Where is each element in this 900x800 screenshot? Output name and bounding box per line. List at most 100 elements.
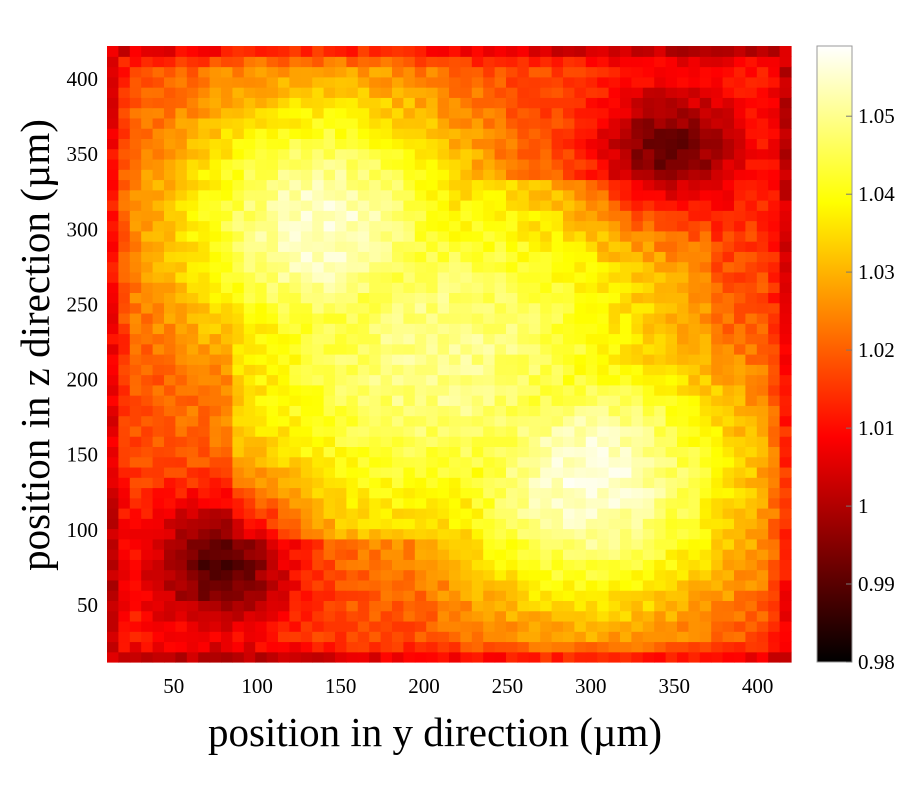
heatmap-cell — [597, 179, 610, 191]
heatmap-cell — [232, 354, 245, 365]
heatmap-cell — [540, 312, 553, 324]
heatmap-cell — [528, 590, 541, 601]
heatmap-cell — [278, 251, 290, 263]
heatmap-cell — [426, 477, 439, 489]
heatmap-cell — [699, 241, 712, 252]
heatmap-cell — [620, 477, 632, 489]
heatmap-cell — [563, 148, 575, 160]
heatmap-cell — [768, 436, 781, 447]
heatmap-cell — [129, 508, 142, 519]
heatmap-cell — [597, 405, 610, 417]
heatmap-cell — [506, 169, 518, 181]
heatmap-cell — [745, 364, 758, 376]
heatmap-cell — [369, 590, 382, 601]
heatmap-cell — [756, 415, 769, 427]
heatmap-cell — [768, 528, 781, 540]
heatmap-cell — [620, 631, 632, 643]
heatmap-cell — [551, 579, 564, 591]
heatmap-cell — [426, 651, 439, 663]
heatmap-cell — [323, 569, 336, 581]
heatmap-cell — [483, 200, 496, 211]
heatmap-cell — [164, 333, 176, 345]
heatmap-cell — [677, 559, 689, 571]
heatmap-cell — [506, 189, 518, 201]
heatmap-cell — [175, 374, 188, 386]
heatmap-cell — [506, 374, 518, 386]
heatmap-cell — [540, 128, 553, 139]
heatmap-cell — [734, 271, 746, 283]
heatmap-cell — [654, 518, 667, 530]
heatmap-cell — [574, 466, 587, 478]
heatmap-cell — [563, 528, 575, 540]
heatmap-cell — [483, 466, 496, 478]
heatmap-cell — [574, 107, 587, 119]
heatmap-cell — [278, 261, 290, 273]
heatmap-cell — [426, 302, 439, 314]
heatmap-cell — [585, 107, 598, 119]
heatmap-cell — [186, 158, 199, 170]
heatmap-cell — [198, 148, 211, 160]
heatmap-cell — [312, 364, 325, 376]
heatmap-cell — [517, 241, 530, 252]
heatmap-cell — [209, 251, 222, 263]
heatmap-cell — [540, 620, 553, 632]
heatmap-cell — [449, 466, 461, 478]
heatmap-cell — [243, 590, 256, 601]
heatmap-cell — [346, 189, 359, 201]
heatmap-cell — [198, 292, 211, 304]
heatmap-cell — [232, 117, 245, 129]
heatmap-cell — [221, 323, 233, 335]
heatmap-cell — [289, 97, 302, 109]
heatmap-cell — [300, 405, 313, 417]
heatmap-cell — [175, 405, 188, 417]
heatmap-cell — [711, 189, 724, 201]
heatmap-cell — [585, 292, 598, 304]
heatmap-cell — [517, 189, 530, 201]
heatmap-cell — [722, 374, 735, 386]
heatmap-cell — [392, 508, 404, 519]
heatmap-cell — [711, 384, 724, 396]
heatmap-cell — [335, 641, 347, 653]
heatmap-cell — [346, 97, 359, 109]
heatmap-cell — [403, 87, 416, 98]
heatmap-cell — [141, 518, 154, 530]
x-tick-label: 200 — [408, 674, 440, 698]
heatmap-cell — [699, 436, 712, 447]
heatmap-cell — [278, 528, 290, 540]
heatmap-cell — [597, 271, 610, 283]
heatmap-cell — [186, 466, 199, 478]
heatmap-cell — [449, 241, 461, 252]
heatmap-cell — [449, 600, 461, 612]
heatmap-cell — [483, 179, 496, 191]
heatmap-cell — [232, 128, 245, 139]
heatmap-cell — [688, 446, 701, 458]
heatmap-cell — [414, 487, 427, 499]
heatmap-cell — [107, 46, 119, 57]
heatmap-cell — [483, 292, 496, 304]
heatmap-cell — [506, 436, 518, 447]
heatmap-cell — [141, 200, 154, 211]
heatmap-cell — [597, 600, 610, 612]
heatmap-cell — [699, 343, 712, 355]
heatmap-cell — [620, 292, 632, 304]
heatmap-cell — [574, 549, 587, 560]
heatmap-cell — [289, 631, 302, 643]
heatmap-cell — [494, 128, 507, 139]
heatmap-cell — [437, 312, 450, 324]
heatmap-cell — [506, 518, 518, 530]
heatmap-cell — [608, 641, 621, 653]
heatmap-cell — [745, 395, 758, 406]
heatmap-cell — [323, 128, 336, 139]
heatmap-cell — [620, 579, 632, 591]
heatmap-cell — [221, 436, 233, 447]
heatmap-cell — [141, 220, 154, 232]
heatmap-cell — [414, 436, 427, 447]
heatmap-cell — [563, 189, 575, 201]
heatmap-cell — [506, 138, 518, 150]
heatmap-cell — [266, 354, 279, 365]
heatmap-cell — [540, 117, 553, 129]
heatmap-cell — [357, 364, 370, 376]
heatmap-cell — [608, 292, 621, 304]
heatmap-cell — [574, 292, 587, 304]
heatmap-cell — [414, 477, 427, 489]
